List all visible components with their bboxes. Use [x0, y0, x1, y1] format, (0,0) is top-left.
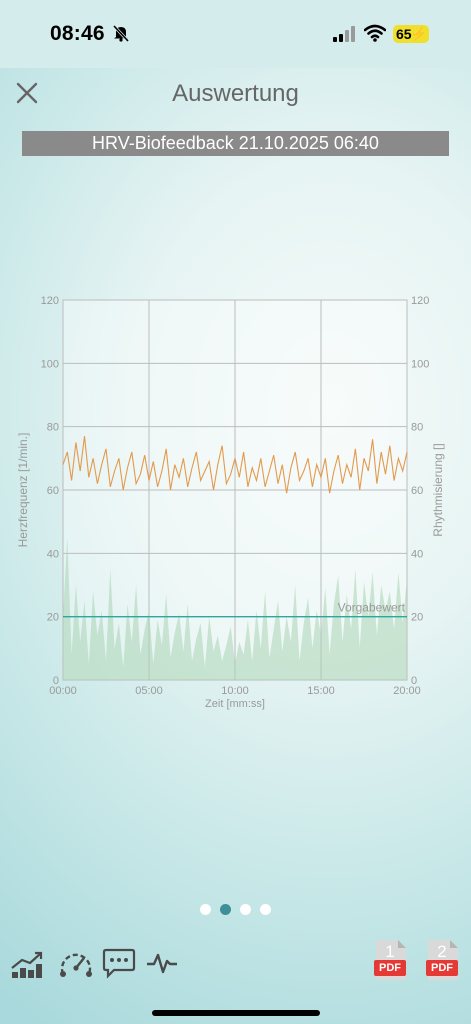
page-title: Auswertung [172, 80, 299, 107]
x-tick-label: 00:00 [49, 685, 77, 697]
comment-icon[interactable] [102, 944, 136, 980]
y2-tick-label: 120 [411, 295, 429, 307]
heartbeat-icon[interactable] [146, 944, 178, 980]
y-tick-label: 40 [47, 548, 59, 560]
gauge-icon[interactable] [58, 944, 94, 980]
y-tick-label: 0 [53, 675, 59, 687]
x-tick-label: 05:00 [135, 685, 163, 697]
pdf-button-1[interactable]: 1 PDF [374, 940, 414, 984]
status-bar: 08:46 65 ⚡ [0, 0, 471, 68]
hrv-chart: 0 0 20 20 40 40 60 60 80 80 100 100 120 120 00:00 05:00… [16, 295, 445, 710]
y2-tick-label: 20 [411, 612, 423, 624]
trend-chart-icon[interactable] [10, 944, 44, 980]
y-tick-label: 80 [47, 422, 59, 434]
page-dot-4[interactable] [260, 904, 271, 915]
home-indicator [152, 1010, 320, 1016]
y2-tick-label: 0 [411, 675, 417, 687]
battery-charging-icon: 65 ⚡ [393, 25, 429, 43]
x-tick-label: 20:00 [393, 685, 421, 697]
signal-icon [333, 26, 355, 42]
pdf-label: PDF [426, 960, 458, 976]
page-indicator [200, 904, 272, 916]
pdf-number: 1 [385, 942, 395, 961]
x-axis-label: Zeit [mm:ss] [205, 698, 265, 710]
y-tick-label: 120 [41, 295, 59, 307]
y-tick-label: 60 [47, 485, 59, 497]
pdf-button-2[interactable]: 2 PDF [426, 940, 466, 984]
wifi-icon [364, 24, 386, 42]
x-tick-label: 15:00 [307, 685, 335, 697]
pdf-number: 2 [437, 942, 447, 961]
y2-tick-label: 100 [411, 358, 429, 370]
session-banner: HRV-Biofeedback 21.10.2025 06:40 [22, 131, 449, 156]
bell-slash-icon [112, 24, 130, 42]
page-dot-2[interactable] [220, 904, 231, 915]
y2-tick-label: 60 [411, 485, 423, 497]
heart-rate-line [62, 436, 408, 494]
pdf-label: PDF [374, 960, 406, 976]
page-dot-3[interactable] [240, 904, 251, 915]
rhythm-area [63, 537, 407, 680]
close-icon[interactable] [14, 80, 40, 106]
y-tick-label: 20 [47, 612, 59, 624]
y2-axis-label: Rhythmisierung [] [431, 443, 445, 536]
y2-tick-label: 80 [411, 422, 423, 434]
target-line-label: Vorgabewert [338, 601, 406, 615]
x-tick-label: 10:00 [221, 685, 249, 697]
y-axis-label: Herzfrequenz [1/min.] [16, 433, 30, 548]
status-time: 08:46 [50, 22, 105, 45]
battery-level: 65 [396, 26, 412, 42]
y-tick-label: 100 [41, 358, 59, 370]
y2-tick-label: 40 [411, 548, 423, 560]
page-dot-1[interactable] [200, 904, 211, 915]
